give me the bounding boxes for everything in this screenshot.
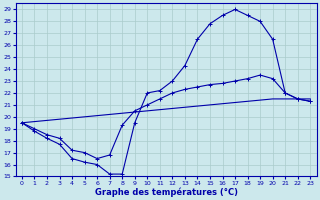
X-axis label: Graphe des températures (°C): Graphe des températures (°C) (95, 187, 237, 197)
